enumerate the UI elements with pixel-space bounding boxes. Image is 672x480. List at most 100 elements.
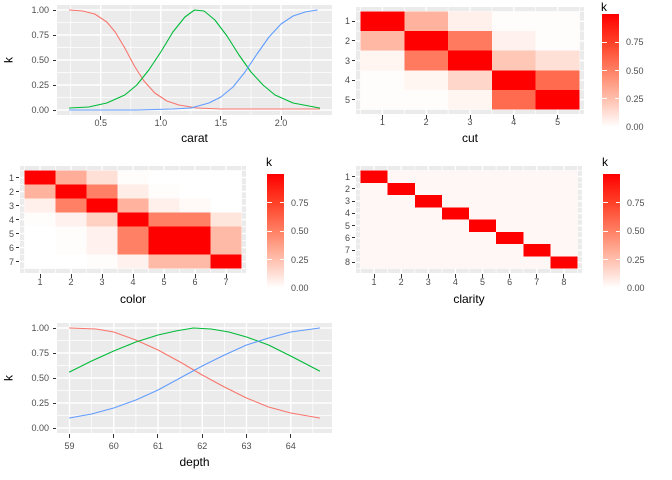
colorbar-tick-label: 0.75 [291,197,309,208]
heat-tile-7-3 [86,254,118,269]
heat-tile-5-3 [448,89,492,110]
heat-tile-8-4 [441,256,470,269]
axis-tick-mark [351,188,355,190]
y-tick-label: 5 [344,94,350,105]
x-tick-label: 6 [507,277,513,287]
heat-tile-3-3 [448,50,492,71]
heat-tile-1-6 [496,170,524,183]
heat-tile-7-8 [550,244,578,257]
y-axis-title: k [1,57,16,63]
y-tick-label: 1 [344,171,350,182]
y-tick-label: 0.00 [31,423,49,433]
axis-tick-mark [15,247,19,248]
heat-tile-3-2 [55,198,87,213]
heat-tile-1-6 [179,170,211,185]
heat-tile-6-7 [523,231,551,244]
heat-tile-3-6 [496,195,524,208]
colorbar-tick-mark [602,126,607,128]
heat-tile-5-1 [24,226,56,241]
heat-tile-7-3 [414,244,442,257]
axis-tick-mark [351,79,355,81]
heat-tile-4-7 [210,212,242,227]
colorbar-tick-mark [279,202,284,203]
x-axis-title: clarity [453,292,485,306]
x-tick-label: 5 [161,277,167,287]
y-tick-label: 5 [344,220,350,231]
heat-tile-3-3 [86,198,118,213]
heat-tile-7-2 [387,244,415,257]
heat-tile-6-3 [86,240,118,255]
axis-tick-mark [400,274,402,278]
heat-tile-4-5 [535,70,580,90]
axis-tick-mark [157,434,159,438]
heat-tile-4-8 [550,207,578,220]
series-line-blue [68,327,321,419]
colorbar-tick-mark [615,259,620,260]
heat-tile-5-3 [414,219,442,232]
axis-tick-mark [351,200,355,202]
colorbar [603,174,620,288]
series-line-blue [68,9,318,111]
axis-tick-mark [52,352,56,354]
colorbar-tick-mark [603,230,608,232]
y-tick-label: 2 [8,186,14,197]
heat-tile-5-1 [360,219,388,232]
y-tick-label: 4 [344,208,350,219]
heat-tile-8-8 [550,256,578,269]
axis-tick-mark [52,9,56,11]
y-tick-label: 1.00 [31,5,49,15]
x-tick-label: 8 [561,277,567,287]
heat-tile-2-4 [117,184,149,199]
colorbar-tick-mark [603,259,608,260]
x-tick-label: 5 [555,117,561,127]
axis-tick-mark [351,20,355,22]
heat-tile-4-3 [86,212,118,227]
axis-tick-mark [52,377,56,379]
panel-grid-svg [356,7,584,114]
heat-tile-3-5 [148,198,180,213]
colorbar-tick-mark [279,230,284,232]
heat-tile-5-7 [210,226,242,241]
heat-tile-6-1 [360,231,388,244]
heat-tile-2-3 [414,182,442,195]
colorbar [267,174,284,288]
x-tick-label: 62 [197,441,208,451]
heat-tile-2-2 [55,184,87,199]
colorbar-tick-mark [615,202,620,203]
heat-tile-5-6 [496,219,524,232]
axis-tick-mark [52,84,56,86]
heat-tile-2-5 [469,182,497,195]
axis-tick-mark [160,116,162,120]
heat-tile-2-3 [448,31,492,51]
axis-tick-mark [15,177,19,178]
series-line-red [68,327,321,419]
heat-tile-1-1 [24,170,56,185]
y-tick-label: 6 [8,242,14,253]
axis-tick-mark [15,261,19,262]
x-axis-title: carat [181,131,208,145]
axis-tick-mark [15,219,19,220]
x-tick-label: 60 [108,441,119,451]
y-tick-label: 7 [8,256,14,267]
colorbar-tick-mark [603,287,608,289]
heat-tile-7-4 [117,254,149,269]
heat-tile-2-4 [441,182,470,195]
heat-tile-8-2 [387,256,415,269]
y-tick-label: 0.75 [31,348,49,358]
axis-tick-mark [194,274,196,278]
x-tick-label: 4 [511,117,517,127]
colorbar-tick-mark [267,202,272,203]
heat-tile-7-6 [179,254,211,269]
y-tick-label: 0.50 [31,55,49,65]
axis-tick-mark [70,274,72,278]
x-tick-label: 3 [425,277,431,287]
heat-tile-6-6 [496,231,524,244]
axis-tick-mark [351,212,355,214]
colorbar [602,14,619,127]
heat-tile-1-1 [360,170,388,183]
axis-tick-mark [280,116,282,120]
heat-tile-3-2 [404,50,449,71]
colorbar-tick-mark [267,230,272,232]
